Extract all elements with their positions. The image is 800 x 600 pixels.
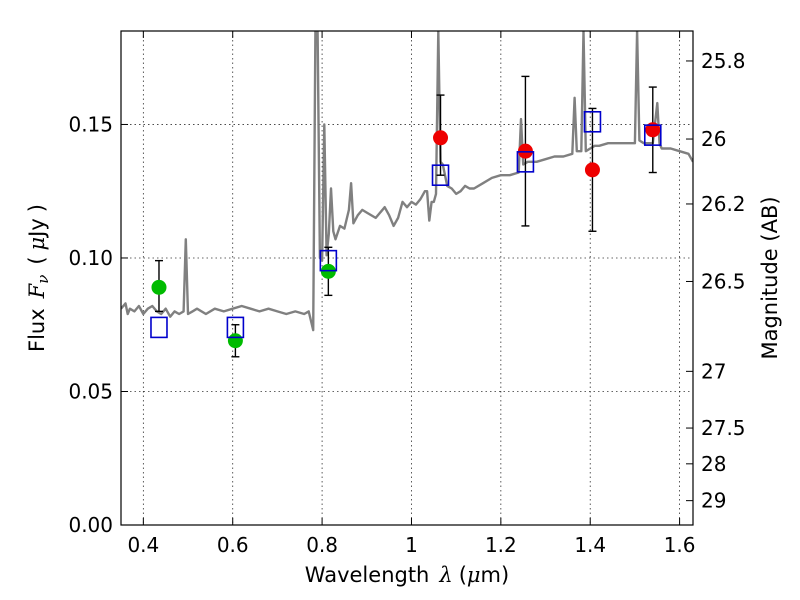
y-axis-title-word: Flux <box>25 308 49 352</box>
x-tick-label: 1.6 <box>664 533 696 557</box>
y-axis-f: F <box>25 282 49 299</box>
magnitude-tick-label: 26.2 <box>701 192 746 216</box>
x-axis-open-paren: ( <box>459 563 467 587</box>
observed-point <box>584 162 600 178</box>
x-axis-title-word: Wavelength <box>305 563 430 587</box>
observed-point <box>645 122 661 138</box>
y-axis-title: Flux Fν ( μJy) <box>25 204 52 352</box>
observed-point <box>433 130 449 146</box>
observed-point <box>151 279 167 295</box>
x-axis-lambda: λ <box>438 563 452 587</box>
magnitude-tick-label: 26.5 <box>701 269 746 293</box>
model-photometry-square <box>643 124 662 146</box>
right-axis-title: Magnitude (AB) <box>758 196 782 359</box>
magnitude-axis-ticks: 25.8 26 26.2 26.5 27 27.5 28 29 <box>686 49 746 513</box>
y-axis-open-paren: ( <box>25 256 49 264</box>
data-points <box>150 75 662 358</box>
y-axis-nu: ν <box>34 275 52 284</box>
x-tick-label: 1.2 <box>485 533 517 557</box>
magnitude-tick-label: 27.5 <box>701 416 746 440</box>
magnitude-tick-label: 25.8 <box>701 49 746 73</box>
y-tick-label: 0.00 <box>68 513 113 537</box>
x-axis-title: Wavelength λ (μm) <box>305 563 509 587</box>
y-axis-close-paren: ) <box>25 204 49 212</box>
plot-frame <box>120 30 694 526</box>
x-tick-label: 0.8 <box>306 533 338 557</box>
model-photometry-square <box>226 316 245 339</box>
model-photometry-square <box>583 110 602 133</box>
x-axis-unit: m) <box>481 563 510 587</box>
y-tick-label: 0.15 <box>68 112 113 136</box>
model-photometry-square <box>516 151 535 173</box>
model-spectrum <box>121 31 693 332</box>
y-axis-mu: μ <box>25 237 49 251</box>
magnitude-tick-label: 27 <box>701 359 726 383</box>
y-axis-unit: Jy <box>25 218 49 239</box>
y-tick-label: 0.10 <box>68 246 113 270</box>
x-axis-ticks: 0.4 0.6 0.8 1 1.2 1.4 1.6 <box>127 31 696 557</box>
magnitude-tick-label: 28 <box>701 452 726 476</box>
x-tick-label: 1 <box>405 533 418 557</box>
y-tick-label: 0.05 <box>68 379 113 403</box>
model-photometry-square <box>319 249 338 272</box>
x-tick-label: 0.4 <box>127 533 159 557</box>
grid <box>121 31 693 525</box>
x-tick-label: 0.6 <box>217 533 249 557</box>
observed-point <box>227 333 243 349</box>
model-photometry-square <box>150 316 168 339</box>
y-axis-ticks: 0.00 0.05 0.10 0.15 <box>68 112 128 537</box>
x-tick-label: 1.4 <box>574 533 606 557</box>
x-axis-mu: μ <box>467 563 481 587</box>
magnitude-tick-label: 29 <box>701 489 726 513</box>
magnitude-tick-label: 26 <box>701 127 726 151</box>
model-photometry-square <box>431 164 450 186</box>
model-spectrum-line <box>121 31 693 332</box>
